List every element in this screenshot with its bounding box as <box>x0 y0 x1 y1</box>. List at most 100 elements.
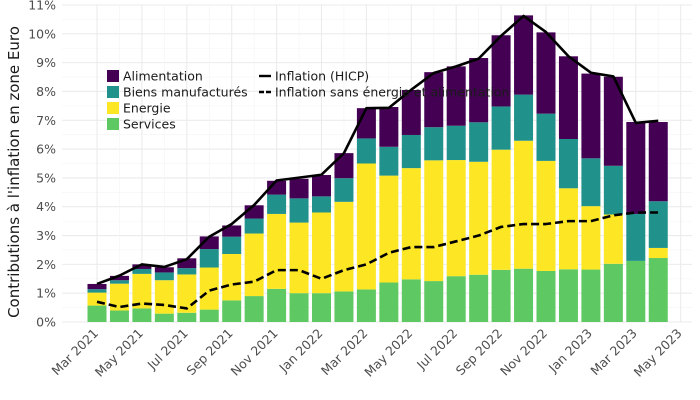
bar-segment <box>356 138 376 164</box>
bar-segment <box>536 113 556 161</box>
bar-segment <box>581 269 601 322</box>
bar-segment <box>401 90 421 135</box>
bar-segment <box>648 247 668 259</box>
bar-segment <box>177 258 197 269</box>
bar-segment <box>558 139 578 189</box>
bar-segment <box>289 198 309 223</box>
bar-segment <box>222 253 242 301</box>
stacked-bars <box>87 15 668 322</box>
bar-segment <box>469 58 489 123</box>
bar-segment <box>603 214 623 264</box>
bar-segment <box>199 236 219 250</box>
bar-segment <box>289 222 309 294</box>
y-tick-label: 8% <box>36 84 56 99</box>
legend-label: Biens manufacturés <box>123 85 248 100</box>
bar-segment <box>469 122 489 162</box>
bar-segment <box>289 293 309 322</box>
bar-segment <box>289 178 309 199</box>
bar-segment <box>401 134 421 169</box>
bar-segment <box>109 310 129 322</box>
bar-segment <box>648 122 668 202</box>
bar-segment <box>334 153 354 179</box>
bar-segment <box>469 161 489 275</box>
bar-segment <box>109 275 129 281</box>
bar-segment <box>199 309 219 322</box>
bar-segment <box>244 218 264 234</box>
legend-label: Alimentation <box>123 69 203 84</box>
bar-segment <box>267 194 287 214</box>
bar-segment <box>222 236 242 254</box>
y-tick-label: 4% <box>36 199 56 214</box>
bar-segment <box>154 313 174 322</box>
bar-segment <box>379 175 399 283</box>
y-tick-label: 3% <box>36 228 56 243</box>
x-tick-label: Sep 2021 <box>183 326 236 379</box>
bar-segment <box>446 125 466 161</box>
bar-segment <box>154 272 174 281</box>
y-tick-label: 11% <box>28 0 56 13</box>
legend-swatch <box>107 102 119 114</box>
bar-segment <box>558 188 578 270</box>
bar-segment <box>109 283 129 311</box>
bar-segment <box>312 196 331 213</box>
bar-segment <box>222 225 242 237</box>
bar-segment <box>132 264 152 269</box>
bar-segment <box>267 213 287 289</box>
bar-segment <box>177 312 197 322</box>
bar-segment <box>491 106 511 150</box>
bar-segment <box>626 260 646 322</box>
bar-segment <box>603 165 623 215</box>
bar-segment <box>401 279 421 322</box>
bar-segment <box>424 160 444 282</box>
bar-segment <box>87 305 107 322</box>
bar-segment <box>87 289 107 293</box>
bar-segment <box>581 206 601 270</box>
bar-segment <box>109 280 129 284</box>
bar-segment <box>312 212 331 294</box>
legend-swatch <box>107 70 119 82</box>
bar-segment <box>424 127 444 161</box>
bar-segment <box>514 268 534 322</box>
inflation-lines <box>96 14 659 310</box>
y-tick-label: 1% <box>36 286 56 301</box>
y-tick-label: 9% <box>36 55 56 70</box>
y-tick-label: 10% <box>28 26 56 41</box>
bar-segment <box>424 281 444 322</box>
bar-segment <box>379 282 399 322</box>
x-tick-label: May 2023 <box>631 326 685 380</box>
legend-label: Inflation (HICP) <box>275 69 369 84</box>
y-tick-label: 6% <box>36 142 56 157</box>
bar-segment <box>312 293 331 322</box>
bar-segment <box>401 168 421 280</box>
legend-swatch <box>107 86 119 98</box>
y-tick-label: 0% <box>36 315 56 330</box>
x-tick-label: Sep 2022 <box>453 326 506 379</box>
bar-segment <box>514 15 534 95</box>
bar-segment <box>558 269 578 322</box>
bar-segment <box>491 35 511 107</box>
bar-segment <box>199 267 219 310</box>
y-tick-label: 5% <box>36 170 56 185</box>
bar-segment <box>536 32 556 114</box>
bar-segment <box>222 300 242 322</box>
y-axis-label: Contributions à l'inflation en zone Euro <box>5 26 23 318</box>
bar-segment <box>648 201 668 248</box>
y-axis: 0% 1% 2% 3% 4% 5% 6% 7% 8% 9% 10% 11% <box>28 0 56 330</box>
bar-segment <box>603 263 623 322</box>
bar-segment <box>334 201 354 292</box>
legend-label: Energie <box>123 101 171 116</box>
bar-segment <box>177 268 197 275</box>
bar-segment <box>514 94 534 141</box>
bar-segment <box>603 76 623 166</box>
legend-label: Services <box>123 117 176 132</box>
bar-segment <box>581 158 601 207</box>
bar-segment <box>626 213 646 261</box>
x-tick-label: May 2021 <box>92 326 146 380</box>
bar-segment <box>469 274 489 322</box>
bar-segment <box>132 268 152 274</box>
bar-segment <box>536 160 556 271</box>
y-tick-label: 7% <box>36 113 56 128</box>
bar-segment <box>514 140 534 269</box>
